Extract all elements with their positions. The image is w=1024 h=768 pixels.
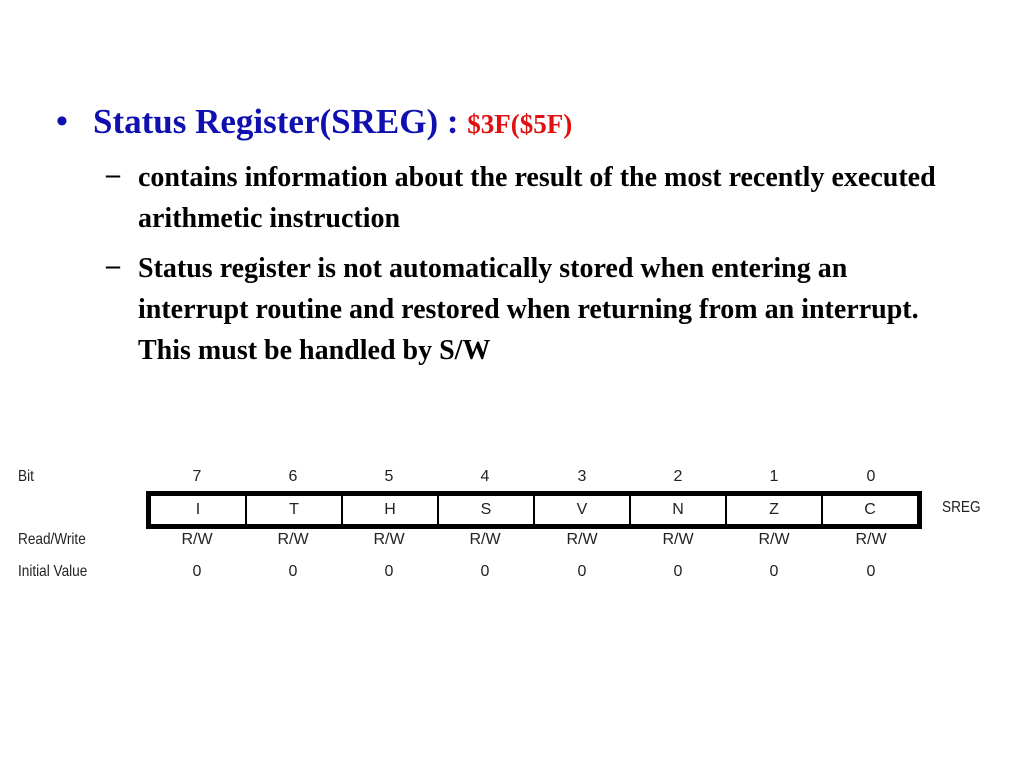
read-write-value: R/W [566, 531, 598, 548]
initial-value: 0 [577, 563, 587, 580]
flag-cell: T [245, 496, 341, 524]
sub-bullet-dash: – [106, 159, 120, 190]
flag-cell: H [341, 496, 437, 524]
initial-value: 0 [769, 563, 779, 580]
bit-number: 5 [384, 468, 394, 485]
read-write-value: R/W [373, 531, 405, 548]
read-write-value: R/W [277, 531, 309, 548]
bit-number: 7 [192, 468, 202, 485]
flag-cell: N [629, 496, 725, 524]
read-write-value: R/W [758, 531, 790, 548]
sub-bullet-text: Status register is not automatically sto… [138, 253, 919, 366]
flag-cell: Z [725, 496, 821, 524]
bit-number: 3 [577, 468, 587, 485]
bit-number: 4 [480, 468, 490, 485]
bit-number: 2 [673, 468, 683, 485]
initial-value: 0 [288, 563, 298, 580]
read-write-value: R/W [181, 531, 213, 548]
title-address: $3F($5F) [467, 109, 573, 139]
flag-cell: I [195, 501, 201, 518]
flag-cell: V [533, 496, 629, 524]
register-name: SREG [942, 499, 981, 516]
read-write-value: R/W [662, 531, 694, 548]
read-write-value: R/W [469, 531, 501, 548]
title-bullet: • [56, 103, 68, 140]
initial-value: 0 [192, 563, 202, 580]
bit-number: 0 [866, 468, 876, 485]
read-write-label: Read/Write [18, 531, 86, 548]
read-write-value: R/W [855, 531, 887, 548]
bit-number: 6 [288, 468, 298, 485]
sub-bullet-dash: – [106, 250, 120, 281]
bit-label: Bit [18, 468, 34, 485]
flag-cell: C [821, 496, 917, 524]
sub-bullet-text: contains information about the result of… [138, 162, 936, 234]
title-text: Status Register(SREG) : [93, 102, 468, 141]
flag-cell: S [437, 496, 533, 524]
initial-value-label: Initial Value [18, 563, 88, 580]
initial-value: 0 [866, 563, 876, 580]
bit-number: 1 [769, 468, 779, 485]
initial-value: 0 [384, 563, 394, 580]
slide-title: Status Register(SREG) : $3F($5F) [93, 102, 572, 142]
initial-value: 0 [480, 563, 490, 580]
initial-value: 0 [673, 563, 683, 580]
